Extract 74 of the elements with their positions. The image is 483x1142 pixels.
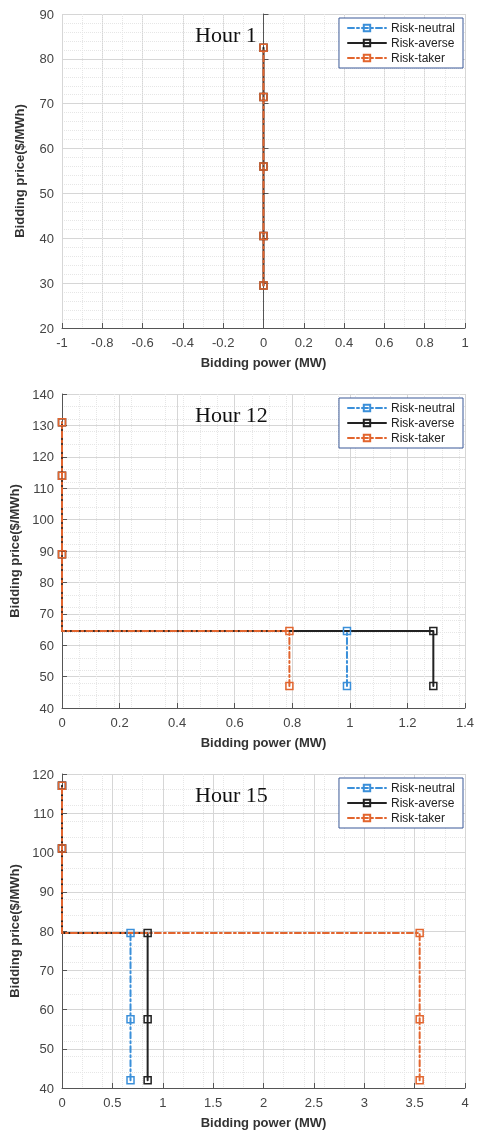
y-tick-label: 30: [39, 275, 54, 291]
y-tick-label: 90: [39, 543, 54, 559]
legend-label: Risk-averse: [390, 416, 455, 430]
x-tick-label: -0.4: [171, 335, 195, 350]
x-tick-label: 1: [159, 1095, 167, 1110]
x-tick-label: 1.4: [455, 715, 475, 730]
y-tick-label: 20: [39, 320, 54, 336]
y-tick-label: 90: [39, 884, 54, 900]
legend-label: Risk-taker: [390, 811, 445, 825]
y-tick-label: 40: [39, 1080, 54, 1096]
x-axis-title: Bidding power (MW): [200, 355, 327, 370]
y-tick-label: 70: [39, 96, 54, 112]
x-tick-label: 0.5: [103, 1095, 122, 1110]
y-tick-label: 90: [39, 6, 54, 22]
x-tick-label: 0.8: [283, 715, 302, 730]
legend-label: Risk-taker: [390, 51, 445, 65]
legend-label: Risk-neutral: [390, 401, 456, 415]
x-tick-label: -0.6: [131, 335, 154, 350]
y-tick-label: 120: [32, 449, 54, 465]
legend-label: Risk-neutral: [390, 21, 456, 35]
x-tick-label: 0: [58, 1095, 66, 1110]
x-axis-title: Bidding power (MW): [200, 1115, 327, 1130]
y-tick-label: 80: [39, 923, 54, 939]
legend-label: Risk-averse: [390, 796, 455, 810]
y-tick-label: 60: [39, 637, 54, 653]
x-tick-label: 0.6: [225, 715, 244, 730]
y-tick-label: 40: [39, 700, 54, 716]
y-tick-label: 80: [39, 51, 54, 67]
y-tick-label: 100: [32, 845, 54, 860]
x-tick-label: 0.2: [110, 715, 129, 730]
y-tick-label: 80: [39, 574, 54, 590]
legend-label: Risk-averse: [390, 36, 455, 50]
y-tick-label: 110: [33, 480, 54, 496]
y-tick-label: 70: [39, 606, 54, 622]
x-tick-label: 1.2: [398, 715, 417, 730]
y-tick-label: 70: [39, 962, 54, 978]
x-tick-label: 3.5: [405, 1095, 424, 1110]
y-axis-title: Bidding price($/MWh): [12, 104, 27, 238]
x-tick-label: 4: [461, 1095, 469, 1110]
y-tick-label: 50: [39, 185, 54, 201]
chart-title: Hour 12: [195, 401, 268, 427]
x-tick-label: 1.5: [204, 1095, 223, 1110]
chart-title: Hour 15: [195, 781, 268, 807]
y-tick-label: 40: [39, 230, 54, 246]
y-tick-label: 100: [32, 512, 54, 528]
x-axis-title: Bidding power (MW): [200, 735, 327, 750]
y-tick-label: 140: [32, 386, 54, 402]
y-axis-title: Bidding price($/MWh): [7, 484, 23, 618]
x-tick-label: 0.4: [168, 715, 187, 730]
x-tick-label: 0.4: [335, 335, 354, 350]
y-tick-label: 50: [39, 1041, 54, 1057]
y-tick-label: 60: [39, 141, 54, 157]
y-tick-label: 60: [39, 1002, 54, 1017]
chart-title: Hour 1: [195, 21, 257, 47]
y-tick-label: 110: [33, 805, 54, 821]
x-tick-label: -0.2: [212, 335, 235, 350]
x-tick-label: -0.8: [91, 335, 114, 350]
x-tick-label: 2.5: [304, 1095, 323, 1110]
legend-label: Risk-taker: [390, 431, 445, 445]
x-tick-label: -1: [56, 335, 68, 350]
y-tick-label: 130: [32, 417, 54, 433]
x-tick-label: 0: [58, 715, 66, 730]
x-tick-label: 0.8: [415, 335, 434, 350]
x-tick-label: 2: [259, 1095, 268, 1110]
y-tick-label: 50: [39, 669, 54, 685]
legend-label: Risk-neutral: [390, 781, 456, 795]
x-tick-label: 1: [461, 335, 469, 350]
x-tick-label: 1: [346, 715, 354, 730]
x-tick-label: 0.2: [294, 335, 313, 350]
y-tick-label: 120: [32, 766, 54, 782]
x-tick-label: 0.6: [375, 335, 394, 350]
y-axis-title: Bidding price($/MWh): [7, 864, 23, 998]
x-tick-label: 0: [259, 335, 268, 350]
x-tick-label: 3: [360, 1095, 368, 1110]
